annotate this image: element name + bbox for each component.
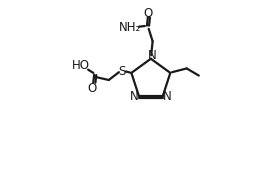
- Text: NH₂: NH₂: [119, 20, 141, 34]
- Text: N: N: [130, 90, 139, 103]
- Text: O: O: [87, 82, 96, 95]
- Text: S: S: [119, 65, 126, 78]
- Text: HO: HO: [72, 59, 90, 72]
- Text: N: N: [148, 49, 156, 62]
- Text: O: O: [144, 7, 153, 20]
- Text: N: N: [163, 90, 172, 103]
